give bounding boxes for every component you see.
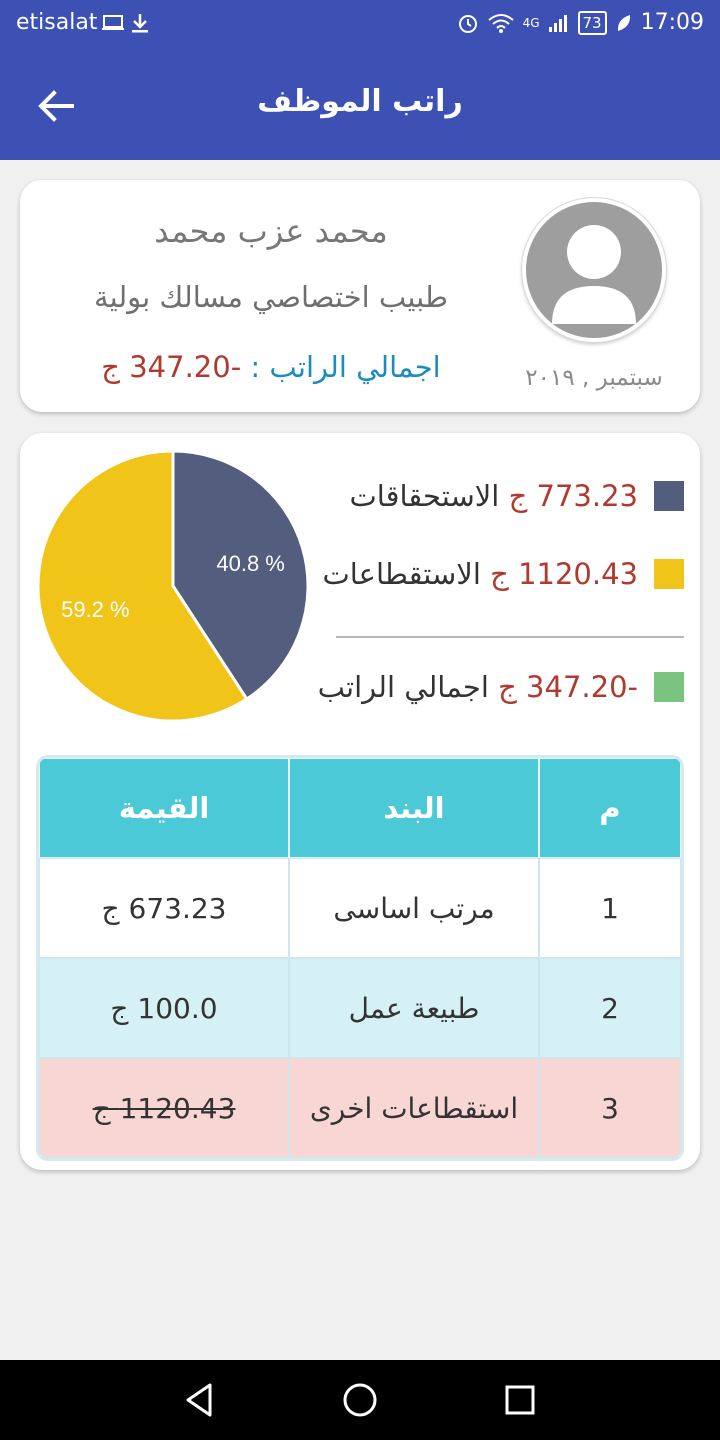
row-item: استقطاعات اخرى — [289, 1058, 539, 1158]
nav-back-icon[interactable] — [180, 1380, 220, 1420]
legend-entitlements-text: 773.23 ج الاستحقاقات — [349, 479, 638, 513]
legend-entitlements-label: الاستحقاقات — [349, 479, 500, 513]
app-bar: راتب الموظف — [0, 50, 720, 160]
table-row: 100.0 ج طبيعة عمل 2 — [39, 958, 681, 1058]
row-value: 1120.43 ج — [39, 1058, 289, 1158]
employee-profile-card: محمد عزب محمد طبيب اختصاصي مسالك بولية ا… — [20, 180, 700, 412]
legend-deductions-value: 1120.43 ج — [490, 557, 638, 591]
row-number: 2 — [539, 958, 681, 1058]
total-salary-row: اجمالي الراتب : -347.20 ج — [40, 350, 502, 384]
nav-home-icon[interactable] — [340, 1380, 380, 1420]
legend-total-text: -347.20 ج اجمالي الراتب — [318, 670, 638, 704]
battery-indicator: 73 — [577, 10, 607, 35]
back-button[interactable] — [30, 80, 82, 132]
clock: 17:09 — [640, 10, 704, 35]
salary-month: سبتمبر , ٢٠١٩ — [525, 365, 663, 391]
signal-icon — [548, 14, 567, 32]
employee-job-title: طبيب اختصاصي مسالك بولية — [94, 280, 448, 314]
pie-label-1: 40.8 % — [216, 551, 285, 576]
table-header-row: القيمة البند م — [39, 758, 681, 858]
status-bar-left: etisalat — [16, 10, 151, 35]
status-bar-right: 4G 73 17:09 — [457, 10, 704, 35]
header-number: م — [539, 758, 681, 858]
total-salary-label: اجمالي الراتب : — [250, 350, 441, 384]
legend-deductions-swatch — [654, 559, 684, 589]
row-item: طبيعة عمل — [289, 958, 539, 1058]
legend-deductions: 1120.43 ج الاستقطاعات — [310, 549, 684, 599]
legend-total-swatch — [654, 672, 684, 702]
pie-slice-2 — [36, 449, 249, 723]
status-bar: etisalat 4G 73 17:09 — [0, 0, 720, 50]
employee-name: محمد عزب محمد — [154, 212, 388, 250]
legend-divider — [336, 636, 684, 638]
row-item: مرتب اساسى — [289, 858, 539, 958]
avatar — [522, 198, 666, 342]
salary-items-table: القيمة البند م 673.23 ج مرتب اساسى 1 100… — [36, 755, 684, 1161]
header-item: البند — [289, 758, 539, 858]
legend-total: -347.20 ج اجمالي الراتب — [310, 662, 684, 712]
row-value: 100.0 ج — [39, 958, 289, 1058]
salary-pie-chart: 40.8 % 59.2 % — [36, 449, 310, 723]
wifi-icon — [487, 13, 514, 33]
row-value: 673.23 ج — [39, 858, 289, 958]
alarm-icon — [458, 14, 477, 33]
nav-recents-icon[interactable] — [500, 1380, 540, 1420]
arrow-left-icon — [38, 90, 74, 122]
total-salary-value: -347.20 ج — [101, 350, 242, 384]
legend-deductions-text: 1120.43 ج الاستقطاعات — [323, 557, 639, 591]
row-number: 1 — [539, 858, 681, 958]
legend-deductions-label: الاستقطاعات — [322, 557, 481, 591]
page-title: راتب الموظف — [257, 84, 463, 119]
row-number: 3 — [539, 1058, 681, 1158]
laptop-icon — [102, 14, 125, 30]
salary-details-card: 40.8 % 59.2 % 773.23 ج الاستحقاقات 1120.4… — [20, 433, 700, 1170]
table-row: 673.23 ج مرتب اساسى 1 — [39, 858, 681, 958]
network-type: 4G — [522, 15, 540, 30]
download-icon — [132, 13, 149, 32]
header-value: القيمة — [39, 758, 289, 858]
system-nav-bar — [0, 1360, 720, 1440]
legend-total-value: -347.20 ج — [498, 670, 638, 704]
leaf-icon — [617, 14, 630, 31]
table-row: 1120.43 ج استقطاعات اخرى 3 — [39, 1058, 681, 1158]
legend-entitlements-value: 773.23 ج — [508, 479, 638, 513]
legend-total-label: اجمالي الراتب — [317, 670, 489, 704]
legend-entitlements: 773.23 ج الاستحقاقات — [310, 471, 684, 521]
user-avatar-icon — [552, 225, 636, 324]
carrier-name: etisalat — [16, 10, 98, 35]
pie-label-2: 59.2 % — [61, 597, 130, 622]
legend-entitlements-swatch — [654, 481, 684, 511]
